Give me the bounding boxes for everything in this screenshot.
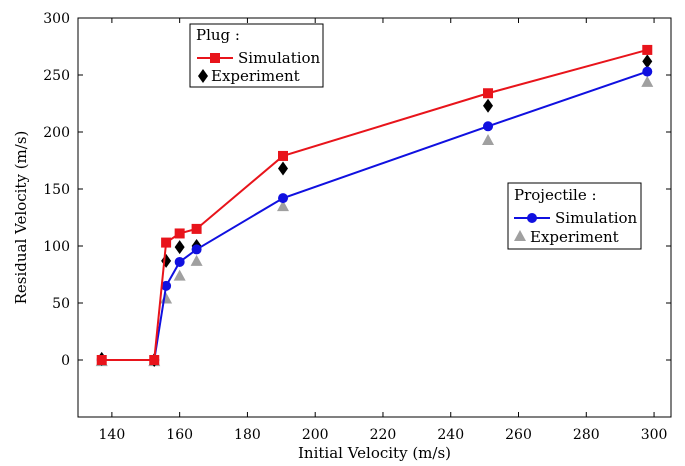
legend-square-marker <box>210 53 220 63</box>
point-plug-simulation <box>278 150 289 161</box>
y-tick-label: 250 <box>43 68 70 84</box>
point-projectile-simulation <box>161 280 172 291</box>
point-plug-experiment <box>483 98 494 113</box>
x-tick-label: 260 <box>505 427 532 443</box>
point-projectile-experiment <box>190 254 203 266</box>
point-plug-experiment <box>642 54 653 69</box>
tick-labels: 140 160 180 200 220 240 260 280 300 0 50 100 150 200 2… <box>43 11 667 443</box>
y-tick-label: 300 <box>43 11 70 27</box>
y-tick-label: 200 <box>43 125 70 141</box>
point-plug-simulation <box>191 223 202 234</box>
legend-plug-experiment-swatch <box>198 69 208 83</box>
point-plug-simulation <box>161 237 172 248</box>
series-plug-simulation <box>96 44 653 365</box>
y-tick-label: 50 <box>52 296 70 312</box>
point-projectile-experiment <box>641 75 654 87</box>
legend-plug: Plug : Simulation Experiment <box>189 23 324 88</box>
legend-plug-experiment-label: Experiment <box>211 67 300 85</box>
point-projectile-experiment <box>482 133 495 145</box>
y-tick-label: 100 <box>43 239 70 255</box>
legend-projectile-experiment-swatch <box>514 230 526 241</box>
x-tick-label: 160 <box>166 427 193 443</box>
legend-triangle-marker <box>514 230 526 241</box>
point-plug-simulation <box>174 228 185 239</box>
x-tick-label: 220 <box>370 427 397 443</box>
point-plug-simulation <box>642 44 653 55</box>
x-tick-label: 300 <box>641 427 668 443</box>
legend-projectile-simulation-swatch <box>514 213 550 223</box>
point-projectile-simulation <box>483 121 494 132</box>
legend-projectile: Projectile : Simulation Experiment <box>507 182 642 250</box>
point-plug-simulation <box>149 355 160 365</box>
point-plug-experiment <box>161 253 172 268</box>
series-line-plug-simulation <box>101 48 648 361</box>
point-projectile-experiment <box>173 269 186 281</box>
x-tick-label: 140 <box>99 427 126 443</box>
x-tick-label: 280 <box>573 427 600 443</box>
legend-diamond-marker <box>198 69 208 83</box>
series-layer <box>95 44 654 367</box>
point-plug-simulation <box>96 355 107 365</box>
point-projectile-experiment <box>277 200 290 212</box>
x-tick-label: 200 <box>302 427 329 443</box>
point-projectile-simulation <box>278 193 289 204</box>
legend-plug-simulation-swatch <box>197 53 233 63</box>
x-tick-label: 240 <box>437 427 464 443</box>
point-projectile-simulation <box>191 244 202 255</box>
y-tick-label: 0 <box>61 353 70 369</box>
y-tick-label: 150 <box>43 182 70 198</box>
legend-plug-title: Plug : <box>196 26 240 44</box>
y-axis-label: Residual Velocity (m/s) <box>12 131 30 305</box>
axis-ticks <box>78 17 671 417</box>
legend-plug-simulation-label: Simulation <box>238 49 321 67</box>
point-plug-experiment <box>174 240 185 255</box>
legend-projectile-experiment-label: Experiment <box>530 228 619 246</box>
x-tick-label: 180 <box>234 427 261 443</box>
point-plug-simulation <box>483 88 494 99</box>
legend-projectile-title: Projectile : <box>514 186 597 204</box>
point-plug-experiment <box>278 161 289 176</box>
point-projectile-simulation <box>642 66 653 77</box>
x-axis-label: Initial Velocity (m/s) <box>298 444 451 462</box>
legend-projectile-simulation-label: Simulation <box>555 209 638 227</box>
point-projectile-simulation <box>174 256 185 267</box>
legend-circle-marker <box>527 213 537 223</box>
plot-frame <box>77 17 672 418</box>
